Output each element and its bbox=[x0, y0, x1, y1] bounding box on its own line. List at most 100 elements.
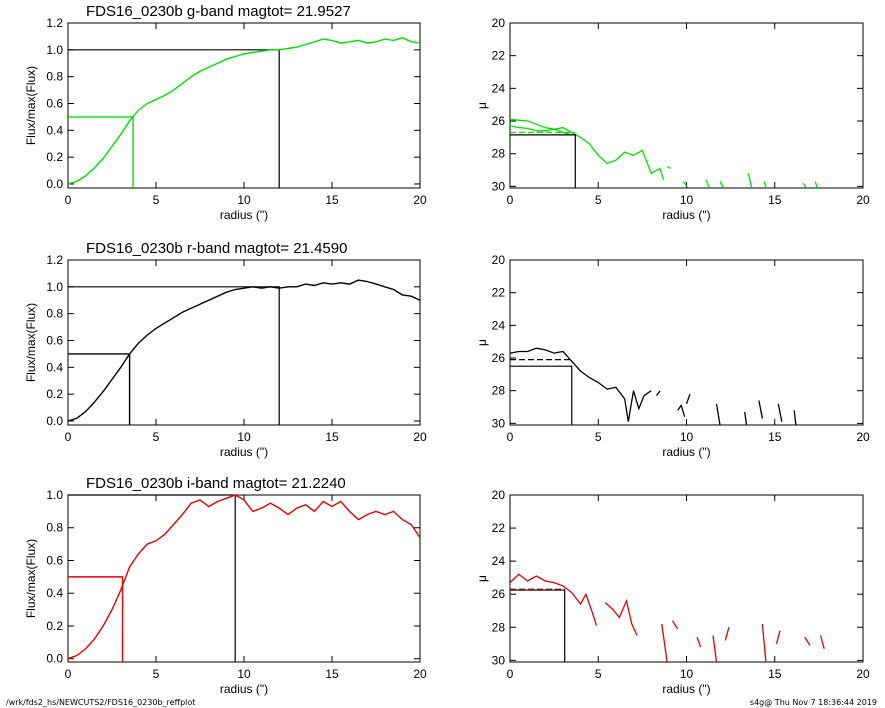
plot-frame bbox=[509, 259, 864, 426]
y-tick-label: 0.2 bbox=[46, 619, 63, 633]
x-tick-label: 5 bbox=[595, 193, 602, 207]
plot-frame bbox=[67, 494, 421, 663]
x-tick-label: 10 bbox=[680, 667, 694, 681]
profile-segment bbox=[705, 179, 710, 189]
x-tick-label: 15 bbox=[325, 193, 339, 207]
half-light-marker bbox=[68, 116, 134, 188]
y-tick-label: 0.6 bbox=[46, 333, 63, 347]
profile-segment bbox=[712, 635, 718, 663]
x-tick-label: 10 bbox=[237, 667, 251, 681]
y-tick-label: 0.2 bbox=[46, 150, 63, 164]
x-tick-label: 0 bbox=[507, 430, 514, 444]
profile-segment bbox=[802, 182, 808, 189]
x-tick-label: 5 bbox=[595, 430, 602, 444]
y-tick-label: 24 bbox=[492, 318, 506, 332]
y-tick-label: 0.8 bbox=[46, 521, 63, 535]
y-tick-label: 22 bbox=[492, 286, 506, 300]
x-tick-label: 0 bbox=[65, 667, 72, 681]
profile-segment bbox=[719, 181, 725, 189]
y-tick-label: 1.0 bbox=[46, 43, 63, 57]
y-tick-label: 1.2 bbox=[46, 253, 63, 267]
x-axis-label: radius (") bbox=[220, 208, 268, 222]
growth-curve-line bbox=[67, 37, 421, 185]
profile-segment bbox=[682, 181, 689, 189]
y-tick-label: 28 bbox=[492, 384, 506, 398]
footer-file-path: /wrk/fds2_hs/NEWCUTS2/FDS16_0230b_reffpl… bbox=[6, 698, 196, 707]
y-tick-label: 0.4 bbox=[46, 360, 63, 374]
y-tick-label: 0.2 bbox=[46, 387, 63, 401]
profile-segment-alt bbox=[509, 125, 572, 136]
profile-segment bbox=[677, 403, 686, 417]
panel-6: 0 5 10 15 20 20 22 24 26 28 30 radius (") μ bbox=[475, 488, 870, 696]
y-tick-label: 0.8 bbox=[46, 70, 63, 84]
y-tick-label: 26 bbox=[492, 351, 506, 365]
y-tick-label: 0.8 bbox=[46, 307, 63, 321]
profile-segment bbox=[685, 393, 691, 405]
x-tick-label: 20 bbox=[856, 667, 870, 681]
y-tick-label: 0.0 bbox=[46, 177, 63, 191]
y-tick-label: 24 bbox=[492, 81, 506, 95]
y-tick-label: 0.4 bbox=[46, 123, 63, 137]
profile-segment bbox=[661, 623, 668, 663]
mu-half-marker bbox=[510, 134, 576, 188]
x-tick-label: 15 bbox=[768, 667, 782, 681]
growth-curve-line bbox=[67, 494, 421, 660]
profile-segment bbox=[758, 400, 764, 419]
y-tick-label: 20 bbox=[492, 16, 506, 30]
panel-title: FDS16_0230b g-band magtot= 21.9527 bbox=[86, 3, 351, 20]
profile-segment bbox=[509, 118, 665, 180]
y-axis-label: Flux/max(Flux) bbox=[24, 66, 38, 145]
half-light-marker bbox=[68, 576, 124, 662]
x-tick-label: 10 bbox=[237, 193, 251, 207]
x-tick-label: 5 bbox=[595, 667, 602, 681]
x-tick-label: 0 bbox=[507, 193, 514, 207]
x-tick-label: 5 bbox=[153, 667, 160, 681]
profile-segment bbox=[666, 166, 671, 169]
y-tick-label: 30 bbox=[492, 653, 506, 667]
profile-segment bbox=[763, 181, 767, 189]
x-tick-label: 20 bbox=[856, 430, 870, 444]
half-light-marker bbox=[68, 353, 131, 425]
panel-5: 0 5 10 15 20 0.0 0.2 0.4 0.6 0.8 1.0 radius (") Flux… bbox=[24, 475, 427, 696]
x-tick-label: 20 bbox=[856, 193, 870, 207]
profile-segment bbox=[804, 636, 811, 646]
y-axis-label: Flux/max(Flux) bbox=[24, 539, 38, 618]
total-radius-marker bbox=[68, 494, 236, 662]
x-axis-label: radius (") bbox=[662, 445, 710, 459]
profile-segment bbox=[655, 390, 661, 396]
y-axis-label: μ bbox=[475, 575, 489, 582]
y-axis-label: Flux/max(Flux) bbox=[24, 303, 38, 382]
y-tick-label: 1.2 bbox=[46, 16, 63, 30]
y-tick-label: 28 bbox=[492, 147, 506, 161]
x-tick-label: 10 bbox=[680, 193, 694, 207]
profile-segment bbox=[744, 411, 748, 426]
profile-segment bbox=[777, 403, 783, 422]
x-tick-label: 10 bbox=[237, 430, 251, 444]
profile-segment bbox=[696, 636, 702, 648]
panel-title: FDS16_0230b i-band magtot= 21.2240 bbox=[86, 475, 346, 492]
x-axis-label: radius (") bbox=[662, 208, 710, 222]
profile-segment bbox=[761, 623, 767, 663]
x-tick-label: 15 bbox=[325, 667, 339, 681]
plot-frame bbox=[67, 22, 421, 189]
y-tick-label: 1.0 bbox=[46, 280, 63, 294]
mu-half-marker bbox=[510, 589, 566, 662]
profile-segment bbox=[724, 627, 730, 641]
y-tick-label: 26 bbox=[492, 114, 506, 128]
profile-segment bbox=[814, 181, 818, 189]
panel-3: 0 5 10 15 20 0.0 0.2 0.4 0.6 0.8 1.0 1.2 radius (") F… bbox=[24, 240, 427, 459]
x-axis-label: radius (") bbox=[662, 682, 710, 696]
x-tick-label: 0 bbox=[65, 430, 72, 444]
x-tick-label: 15 bbox=[768, 430, 782, 444]
profile-segment bbox=[604, 598, 638, 636]
x-tick-label: 0 bbox=[65, 193, 72, 207]
total-radius-marker bbox=[68, 49, 280, 188]
plot-frame bbox=[509, 22, 864, 189]
y-axis-label: μ bbox=[475, 102, 489, 109]
y-tick-label: 0.4 bbox=[46, 586, 63, 600]
plot-frame bbox=[67, 259, 421, 426]
profile-segment bbox=[819, 635, 825, 649]
x-tick-label: 0 bbox=[507, 667, 514, 681]
x-tick-label: 20 bbox=[413, 193, 427, 207]
